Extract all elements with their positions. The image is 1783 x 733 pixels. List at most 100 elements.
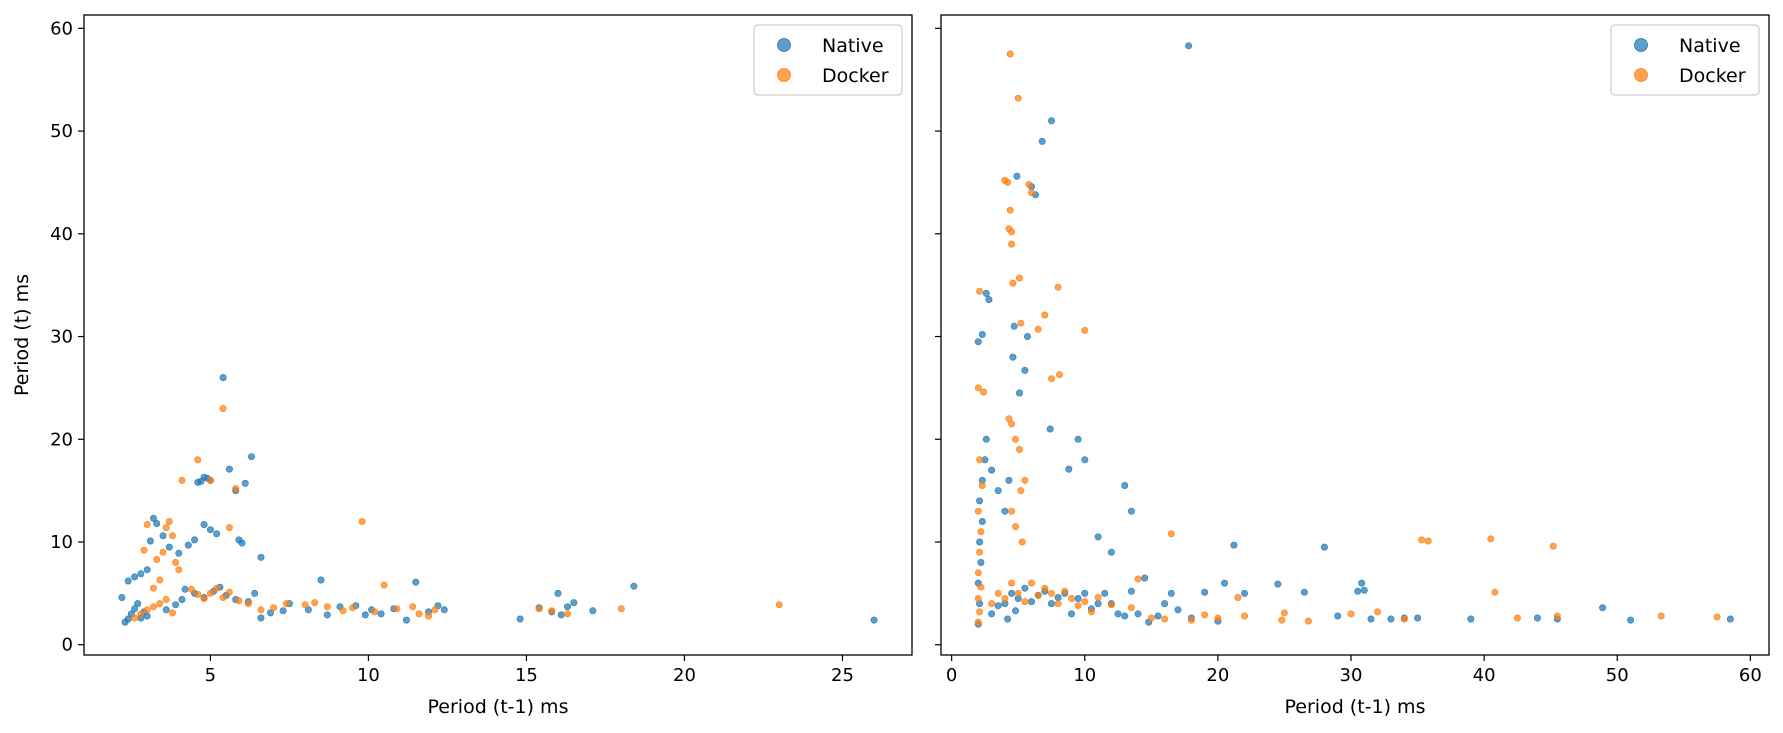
data-point-docker	[1487, 535, 1495, 543]
data-point-docker	[1241, 612, 1249, 620]
data-point-native	[304, 606, 312, 614]
data-point-native	[1074, 435, 1082, 443]
data-point-docker	[409, 603, 417, 611]
x-tick-label: 40	[1473, 665, 1496, 686]
data-point-docker	[257, 606, 265, 614]
data-point-native	[175, 549, 183, 557]
data-point-native	[1599, 604, 1607, 612]
points-layer	[974, 42, 1734, 628]
data-point-native	[1004, 615, 1012, 623]
data-point-docker	[270, 604, 278, 612]
data-point-native	[440, 606, 448, 614]
data-point-native	[1121, 481, 1129, 489]
data-point-docker	[974, 594, 982, 602]
data-point-native	[1387, 615, 1395, 623]
data-point-native	[134, 600, 142, 608]
data-point-docker	[1513, 614, 1521, 622]
data-point-docker	[974, 618, 982, 626]
data-point-docker	[1054, 600, 1062, 608]
data-point-native	[982, 289, 990, 297]
data-point-native	[1134, 610, 1142, 618]
data-point-native	[213, 530, 221, 538]
data-point-native	[977, 558, 985, 566]
data-point-docker	[1008, 579, 1016, 587]
data-point-docker	[1015, 274, 1023, 282]
data-point-docker	[137, 610, 145, 618]
data-point-docker	[535, 605, 543, 613]
data-point-native	[1300, 588, 1308, 596]
data-point-native	[279, 607, 287, 615]
x-axis-label: Period (t-1) ms	[1285, 696, 1426, 718]
data-point-docker	[311, 599, 319, 607]
data-point-native	[1008, 589, 1016, 597]
data-point-docker	[1374, 608, 1382, 616]
data-point-docker	[1549, 542, 1557, 550]
data-point-docker	[1081, 598, 1089, 606]
data-point-docker	[1491, 588, 1499, 596]
data-point-native	[1360, 586, 1368, 594]
y-tick-label: 40	[50, 224, 73, 245]
data-point-docker	[219, 404, 227, 412]
data-point-native	[238, 539, 246, 547]
data-point-docker	[974, 384, 982, 392]
data-point-native	[118, 593, 126, 601]
data-point-docker	[1074, 602, 1082, 610]
data-point-native	[563, 603, 571, 611]
data-point-native	[1010, 322, 1018, 330]
data-point-native	[200, 520, 208, 528]
data-point-docker	[415, 610, 423, 618]
data-point-docker	[775, 601, 783, 609]
series-docker	[974, 50, 1721, 626]
data-point-native	[1107, 548, 1115, 556]
data-point-docker	[156, 600, 164, 608]
data-point-docker	[162, 524, 170, 532]
chart-left: 5 10 15 20 25 0 10 20 30 40 50 60 Period (t-1) ms Per…	[11, 14, 913, 718]
data-point-docker	[162, 595, 170, 603]
data-point-native	[1174, 606, 1182, 614]
data-point-docker	[1657, 612, 1665, 620]
data-point-native	[131, 605, 139, 613]
y-tick-label: 0	[62, 635, 73, 656]
data-point-native	[1221, 579, 1229, 587]
data-point-native	[1241, 589, 1249, 597]
data-point-docker	[1424, 537, 1432, 545]
data-point-docker	[988, 600, 996, 608]
data-point-native	[1201, 588, 1209, 596]
data-point-native	[994, 602, 1002, 610]
data-point-docker	[175, 566, 183, 574]
data-point-docker	[282, 600, 290, 608]
data-point-native	[589, 607, 597, 615]
y-tick-label: 20	[50, 429, 73, 450]
data-point-docker	[371, 608, 379, 616]
x-tick-label: 15	[515, 665, 538, 686]
data-point-docker	[1025, 181, 1033, 189]
data-point-docker	[1021, 598, 1029, 606]
data-point-native	[1081, 456, 1089, 464]
data-point-docker	[1048, 375, 1056, 383]
data-point-docker	[431, 606, 439, 614]
y-tick-label: 60	[50, 18, 73, 39]
data-point-docker	[1048, 589, 1056, 597]
legend-marker-native	[1634, 38, 1648, 52]
data-point-native	[181, 585, 189, 593]
data-point-docker	[1021, 476, 1029, 484]
data-point-docker	[1161, 615, 1169, 623]
data-point-native	[165, 543, 173, 551]
data-point-docker	[165, 517, 173, 525]
data-point-docker	[393, 605, 401, 613]
data-point-native	[184, 541, 192, 549]
data-point-docker	[244, 600, 252, 608]
data-point-native	[402, 616, 410, 624]
data-point-docker	[1028, 579, 1036, 587]
data-point-native	[1161, 600, 1169, 608]
legend: Native Docker	[753, 24, 903, 96]
data-point-docker	[1214, 614, 1222, 622]
data-point-docker	[232, 485, 240, 493]
data-point-docker	[1028, 189, 1036, 197]
data-point-native	[412, 578, 420, 586]
data-point-native	[153, 519, 161, 527]
data-point-native	[1230, 541, 1238, 549]
data-point-native	[1005, 476, 1013, 484]
data-point-docker	[1347, 610, 1355, 618]
data-point-native	[1001, 507, 1009, 515]
